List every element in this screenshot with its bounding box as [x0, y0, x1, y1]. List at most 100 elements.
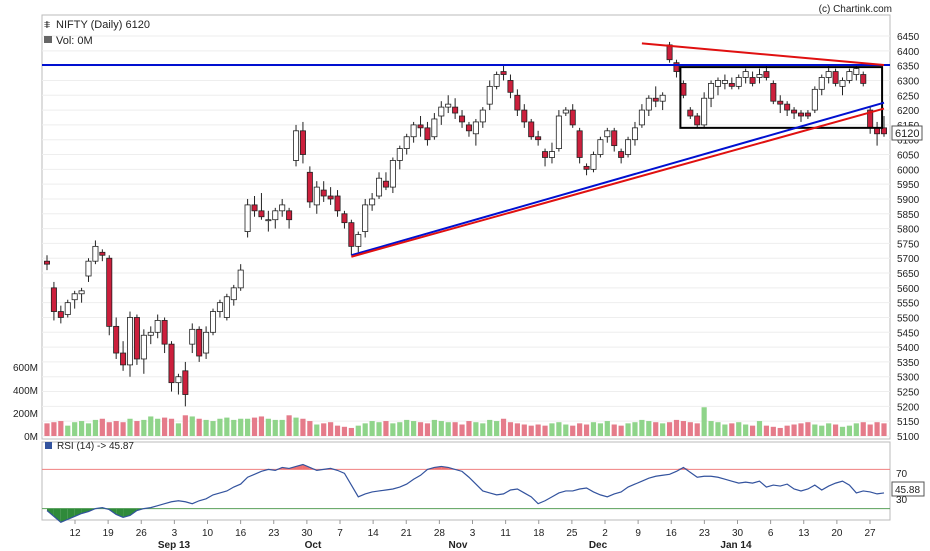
volume-tick-label: 0M — [24, 432, 38, 443]
price-tick-label: 5200 — [897, 402, 920, 413]
price-axis: 5100 5150 5200 5250 5300 5350 5400 5450 5500 5550… — [897, 32, 920, 443]
candle-body — [106, 257, 113, 327]
x-month-label: Sep 13 — [158, 540, 191, 551]
price-tick-label: 6100 — [897, 136, 920, 147]
volume-axis: 0M 200M 400M 600M — [13, 363, 38, 443]
volume-bar — [92, 419, 99, 436]
x-tick-label: 6 — [768, 528, 774, 539]
volume-bar — [784, 425, 790, 436]
volume-bar — [265, 418, 271, 436]
volume-icon — [44, 36, 52, 43]
price-tick-label: 6050 — [897, 151, 920, 162]
volume-bar — [348, 427, 354, 436]
x-tick-label: 14 — [368, 528, 380, 539]
volume-bar — [743, 424, 749, 436]
candle-body — [818, 77, 825, 90]
volume-bar — [113, 421, 119, 436]
volume-bar — [210, 421, 216, 436]
price-tick-label: 5100 — [897, 432, 920, 443]
x-tick-label: 3 — [172, 528, 178, 539]
volume-bar — [286, 415, 292, 436]
candle-body — [881, 127, 888, 135]
candle-body — [369, 198, 376, 206]
volume-bar — [625, 423, 631, 436]
volume-bar — [355, 425, 361, 436]
rsi-overbought-fill — [275, 467, 283, 470]
price-tick-label: 5550 — [897, 299, 920, 310]
candle-body — [355, 234, 362, 247]
price-tick-label: 6000 — [897, 165, 920, 176]
candle-body — [99, 251, 106, 256]
candle-body — [161, 320, 168, 345]
price-badge-box — [891, 125, 923, 141]
volume-bar — [127, 418, 133, 436]
volume-bar — [832, 424, 839, 436]
volume-tick-label: 600M — [13, 363, 38, 374]
volume-bar — [321, 423, 327, 436]
volume-bar — [639, 419, 645, 436]
volume-bar — [189, 416, 195, 436]
candle-body — [804, 112, 811, 117]
candle-body — [459, 115, 466, 123]
volume-bar — [293, 417, 299, 436]
candle-body — [251, 204, 258, 212]
rsi-oversold-fill — [60, 508, 68, 523]
volume-bar — [514, 423, 520, 436]
x-tick-label: 23 — [268, 528, 280, 539]
price-tick-label: 6450 — [897, 32, 920, 43]
candle-body — [57, 311, 64, 318]
volume-bar — [819, 425, 825, 436]
volume-bar — [694, 423, 700, 436]
x-tick-label: 7 — [337, 528, 343, 539]
candle-body — [714, 80, 721, 87]
candle-body — [673, 62, 680, 72]
volume-bar — [826, 423, 832, 436]
rsi-badge: 45.88 — [895, 485, 920, 496]
volume-bar — [570, 425, 576, 436]
volume-bar — [666, 422, 673, 436]
candle-body — [320, 189, 327, 197]
volume-bar — [583, 424, 590, 436]
candle-body — [327, 195, 334, 200]
volume-bar — [307, 421, 313, 436]
candle-body — [735, 77, 742, 87]
candle-body — [71, 293, 78, 301]
volume-bar — [58, 421, 64, 436]
candle-body — [85, 260, 92, 277]
candle-body — [548, 151, 555, 158]
price-tick-label: 5750 — [897, 239, 920, 250]
price-tick-label: 6300 — [897, 76, 920, 87]
candle-body — [120, 352, 127, 366]
grid — [42, 35, 890, 437]
candle-body — [708, 83, 715, 99]
rsi-oversold-fill — [81, 508, 89, 514]
volume-bar — [749, 425, 756, 436]
volume-bar — [556, 422, 562, 436]
x-tick-label: 2 — [602, 528, 608, 539]
candle-body — [299, 130, 306, 155]
chart-credit[interactable]: (c) Chartink.com — [819, 4, 892, 15]
volume-bar — [618, 425, 624, 436]
candle-body — [507, 80, 514, 93]
candle-body — [777, 100, 784, 105]
volume-bar — [687, 422, 693, 436]
volume-bar — [120, 422, 126, 436]
candle-body — [244, 204, 251, 232]
volume-bar — [65, 425, 71, 436]
candle-body — [293, 130, 300, 161]
rsi-legend: RSI (14) -> 45.87 — [57, 441, 134, 452]
volume-bar — [507, 422, 514, 436]
volume-tick-label: 200M — [13, 409, 38, 420]
candle-body — [590, 154, 597, 170]
candle-body — [479, 109, 486, 123]
candle-body — [853, 68, 860, 75]
price-tick-label: 5150 — [897, 417, 920, 428]
candle-body — [50, 287, 57, 312]
candle-body — [424, 127, 431, 141]
volume-tick-label: 400M — [13, 386, 38, 397]
volume-bar — [673, 419, 680, 436]
candle-body — [445, 103, 452, 108]
candle-body — [694, 115, 701, 126]
volume-bar — [72, 422, 78, 436]
volume-bar — [390, 423, 396, 436]
